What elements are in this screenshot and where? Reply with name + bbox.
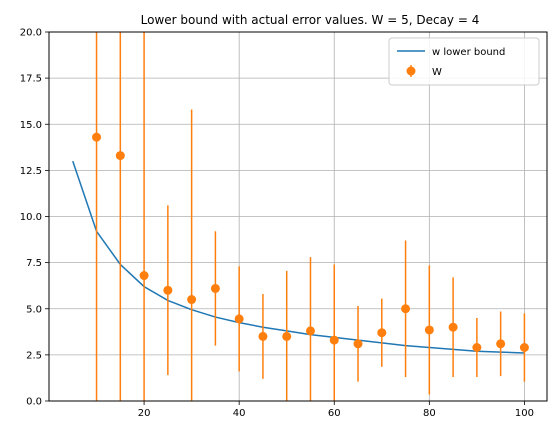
legend: w lower bound W — [388, 37, 540, 86]
data-point — [163, 285, 173, 295]
grid — [49, 31, 547, 402]
y-axis: 0.0 2.5 5.0 7.5 10.0 12.5 15.0 17.5 20.0 — [20, 28, 49, 408]
data-point — [115, 151, 125, 161]
x-tick-label: 20 — [138, 408, 151, 419]
data-point — [424, 325, 434, 335]
legend-box — [388, 37, 540, 86]
data-point — [448, 322, 458, 332]
data-point — [139, 271, 149, 281]
y-tick-label: 7.5 — [26, 258, 42, 269]
data-point — [377, 328, 387, 338]
y-tick-label: 17.5 — [20, 74, 42, 85]
data-point — [472, 342, 482, 352]
data-point — [519, 342, 529, 352]
y-tick-label: 10.0 — [20, 212, 42, 223]
y-tick-label: 5.0 — [26, 304, 42, 315]
data-point — [234, 314, 244, 324]
y-tick-label: 2.5 — [26, 350, 42, 361]
y-tick-label: 12.5 — [20, 166, 42, 177]
x-axis: 20 40 60 80 100 — [138, 401, 534, 419]
y-tick-label: 15.0 — [20, 120, 42, 131]
series-line-lower-bound — [72, 160, 525, 354]
data-point — [210, 283, 220, 293]
data-point — [353, 339, 363, 349]
data-point — [329, 335, 339, 345]
line-layer — [72, 160, 525, 354]
data-point — [496, 339, 506, 349]
x-tick-label: 40 — [233, 408, 246, 419]
legend-marker-swatch — [406, 66, 416, 76]
x-tick-label: 100 — [515, 408, 534, 419]
legend-label-w: W — [432, 67, 442, 78]
x-tick-label: 60 — [328, 408, 341, 419]
point-layer — [92, 132, 529, 352]
data-point — [92, 132, 102, 142]
chart-title: Lower bound with actual error values. W … — [141, 13, 480, 27]
y-tick-label: 20.0 — [20, 28, 42, 39]
data-point — [187, 295, 197, 305]
data-point — [305, 326, 315, 336]
data-point — [401, 304, 411, 314]
x-tick-label: 80 — [423, 408, 436, 419]
data-point — [282, 331, 292, 341]
data-point — [258, 331, 268, 341]
y-tick-label: 0.0 — [26, 397, 42, 408]
legend-label-lower-bound: w lower bound — [432, 47, 505, 58]
